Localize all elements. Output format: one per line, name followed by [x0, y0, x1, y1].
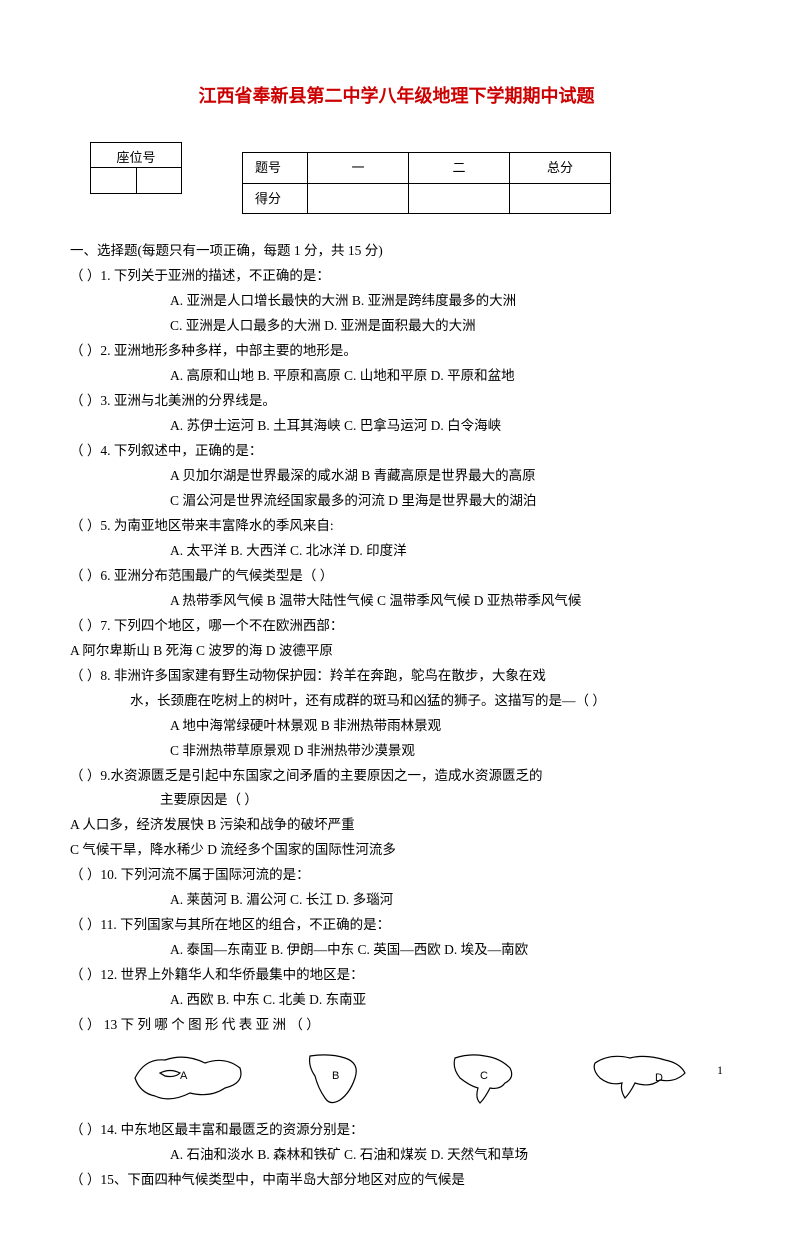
header-row: 座位号 题号 一 二 总分 得分 [70, 142, 723, 214]
q5-opts: A. 太平洋 B. 大西洋 C. 北冰洋 D. 印度洋 [70, 539, 723, 564]
q8-l1: （ ）8. 非洲许多国家建有野生动物保护园：羚羊在奔跑，鸵鸟在散步，大象在戏 [70, 664, 723, 689]
score-total [510, 183, 611, 213]
q8-cd: C 非洲热带草原景观 D 非洲热带沙漠景观 [70, 739, 723, 764]
q4: （ ）4. 下列叙述中，正确的是： [70, 439, 723, 464]
q11-opts: A. 泰国—东南亚 B. 伊朗—中东 C. 英国—西欧 D. 埃及—南欧 [70, 938, 723, 963]
q2: （ ）2. 亚洲地形多种多样，中部主要的地形是。 [70, 339, 723, 364]
q3-opts: A. 苏伊士运河 B. 土耳其海峡 C. 巴拿马运河 D. 白令海峡 [70, 414, 723, 439]
q9-l1: （ ）9.水资源匮乏是引起中东国家之间矛盾的主要原因之一，造成水资源匮乏的 [70, 764, 723, 789]
q9-l2: 主要原因是（ ） [70, 788, 723, 813]
th-two: 二 [409, 153, 510, 183]
map-c-label: C [480, 1066, 488, 1086]
q12: （ ）12. 世界上外籍华人和华侨最集中的地区是： [70, 963, 723, 988]
map-a-label: A [180, 1066, 187, 1086]
q7-opts: A 阿尔卑斯山 B 死海 C 波罗的海 D 波德平原 [70, 639, 723, 664]
th-index: 题号 [243, 153, 308, 183]
q7: （ ）7. 下列四个地区，哪一个不在欧洲西部： [70, 614, 723, 639]
q1-ab: A. 亚洲是人口增长最快的大洲 B. 亚洲是跨纬度最多的大洲 [70, 289, 723, 314]
score-2 [409, 183, 510, 213]
q9-cd: C 气候干旱，降水稀少 D 流经多个国家的国际性河流多 [70, 838, 723, 863]
q10-opts: A. 莱茵河 B. 湄公河 C. 长江 D. 多瑙河 [70, 888, 723, 913]
q3: （ ）3. 亚洲与北美洲的分界线是。 [70, 389, 723, 414]
th-one: 一 [308, 153, 409, 183]
map-c: C [430, 1048, 550, 1108]
q11: （ ）11. 下列国家与其所在地区的组合，不正确的是： [70, 913, 723, 938]
q14-opts: A. 石油和淡水 B. 森林和铁矿 C. 石油和煤炭 D. 天然气和草场 [70, 1143, 723, 1168]
page-title: 江西省奉新县第二中学八年级地理下学期期中试题 [70, 80, 723, 112]
q8-l2: 水，长颈鹿在吃树上的树叶，还有成群的斑马和凶猛的狮子。这描写的是—（ ） [70, 689, 723, 714]
q4-cd: C 湄公河是世界流经国家最多的河流 D 里海是世界最大的湖泊 [70, 489, 723, 514]
page-number: 1 [717, 1060, 723, 1082]
map-b-label: B [332, 1066, 339, 1086]
score-table: 题号 一 二 总分 得分 [242, 152, 611, 214]
seat-number-box: 座位号 [90, 142, 182, 194]
q6: （ ）6. 亚洲分布范围最广的气候类型是（ ） [70, 564, 723, 589]
map-d-label: D [655, 1068, 663, 1088]
q2-opts: A. 高原和山地 B. 平原和高原 C. 山地和平原 D. 平原和盆地 [70, 364, 723, 389]
q1-cd: C. 亚洲是人口最多的大洲 D. 亚洲是面积最大的大洲 [70, 314, 723, 339]
q6-opts: A 热带季风气候 B 温带大陆性气候 C 温带季风气候 D 亚热带季风气候 [70, 589, 723, 614]
q15: （ ）15、下面四种气候类型中，中南半岛大部分地区对应的气候是 [70, 1168, 723, 1193]
question-content: 一、选择题(每题只有一项正确，每题 1 分，共 15 分) （ ）1. 下列关于… [70, 239, 723, 1193]
q13: （ ） 13 下 列 哪 个 图 形 代 表 亚 洲 （ ） [70, 1013, 723, 1038]
q4-ab: A 贝加尔湖是世界最深的咸水湖 B 青藏高原是世界最大的高原 [70, 464, 723, 489]
th-total: 总分 [510, 153, 611, 183]
section-1-title: 一、选择题(每题只有一项正确，每题 1 分，共 15 分) [70, 239, 723, 264]
q1: （ ）1. 下列关于亚洲的描述，不正确的是： [70, 264, 723, 289]
map-options: A B C D [130, 1048, 723, 1108]
seat-label: 座位号 [91, 143, 181, 169]
map-b: B [280, 1048, 400, 1108]
q8-ab: A 地中海常绿硬叶林景观 B 非洲热带雨林景观 [70, 714, 723, 739]
map-a: A [130, 1048, 250, 1108]
q10: （ ）10. 下列河流不属于国际河流的是： [70, 863, 723, 888]
q9-ab: A 人口多，经济发展快 B 污染和战争的破坏严重 [70, 813, 723, 838]
q12-opts: A. 西欧 B. 中东 C. 北美 D. 东南亚 [70, 988, 723, 1013]
q5: （ ）5. 为南亚地区带来丰富降水的季风来自: [70, 514, 723, 539]
th-score: 得分 [243, 183, 308, 213]
map-d: D [580, 1048, 700, 1108]
score-1 [308, 183, 409, 213]
